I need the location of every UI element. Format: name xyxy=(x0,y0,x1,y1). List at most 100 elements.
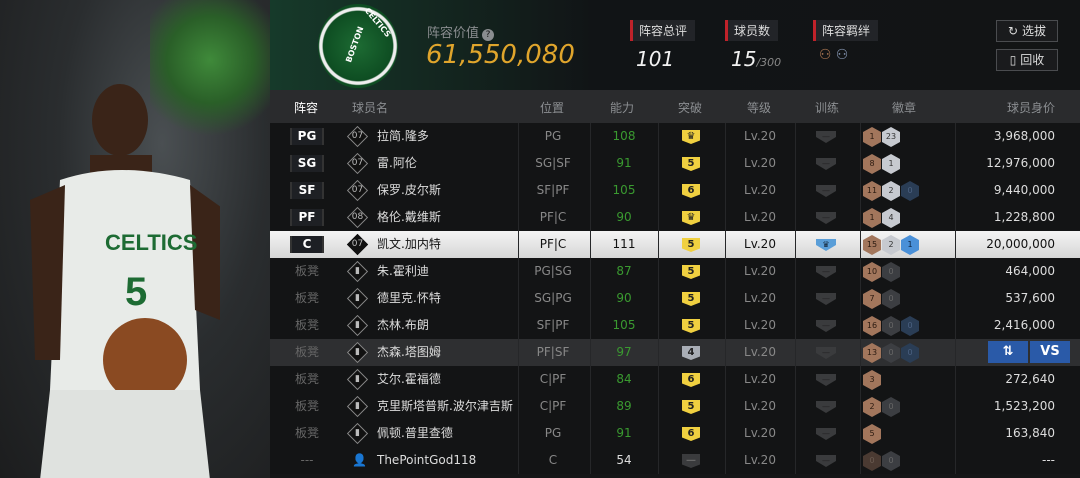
svg-text:CELTICS: CELTICS xyxy=(105,230,197,255)
badge-list[interactable]: 10 0 xyxy=(863,262,900,282)
player-position: PF|C xyxy=(539,210,567,224)
breakthrough-level: 5 xyxy=(682,265,700,279)
badge-list[interactable]: 1 23 xyxy=(863,127,900,147)
player-position: PF|SF xyxy=(536,345,570,359)
player-rating: 105 xyxy=(612,183,636,197)
player-name[interactable]: 保罗.皮尔斯 xyxy=(377,183,441,197)
training-empty-icon[interactable]: — xyxy=(816,347,836,359)
player-name[interactable]: 凯文.加内特 xyxy=(377,237,441,251)
column-divider xyxy=(590,366,591,393)
badge-list[interactable]: 5 xyxy=(863,424,881,444)
training-empty-icon[interactable]: — xyxy=(816,401,836,413)
chemistry-silver-icon[interactable]: ⚇ xyxy=(835,47,849,63)
position-slot[interactable]: SF xyxy=(290,182,324,199)
svg-text:5: 5 xyxy=(125,270,147,314)
column-divider xyxy=(860,177,861,204)
table-row[interactable]: 板凳 ▮ 朱.霍利迪 PG|SG 87 5 Lv.20 — 10 0 464,000 xyxy=(270,258,1080,285)
table-row[interactable]: 板凳 ▮ 杰森.塔图姆 PF|SF 97 4 Lv.20—13 0 0 ⇅ VS xyxy=(270,339,1080,366)
column-divider xyxy=(590,285,591,312)
position-slot[interactable]: SG xyxy=(290,155,324,172)
player-price: --- xyxy=(1042,453,1055,467)
col-price[interactable]: 球员身价 xyxy=(1006,101,1055,115)
col-breakthrough[interactable]: 突破 xyxy=(678,101,703,115)
badge-list[interactable]: 3 xyxy=(863,370,881,390)
table-row[interactable]: SF 07 保罗.皮尔斯 SF|PF 105 6 Lv.20 — 11 2 0 9,440,000 xyxy=(270,177,1080,204)
column-divider xyxy=(590,312,591,339)
player-name[interactable]: 德里克.怀特 xyxy=(377,291,441,305)
player-position: SF|PF xyxy=(536,318,570,332)
recycle-button[interactable]: ▯ 回收 xyxy=(996,49,1058,71)
player-name[interactable]: 格伦.戴维斯 xyxy=(377,210,441,224)
col-level[interactable]: 等级 xyxy=(747,101,772,115)
player-name[interactable]: 杰林.布朗 xyxy=(377,318,429,332)
col-name[interactable]: 球员名 xyxy=(352,101,389,115)
column-divider xyxy=(518,150,519,177)
table-row[interactable]: 板凳 ▮ 克里斯塔普斯.波尔津吉斯 C|PF 89 5 Lv.20 — 2 0 1,523,200 xyxy=(270,393,1080,420)
column-divider xyxy=(955,339,956,366)
column-divider xyxy=(518,285,519,312)
column-divider xyxy=(590,258,591,285)
compare-vs-button[interactable]: VS xyxy=(1030,341,1070,363)
table-row[interactable]: 板凳 ▮ 杰林.布朗 SF|PF 105 5 Lv.20—16 0 0 2,416,000 xyxy=(270,312,1080,339)
player-name[interactable]: 朱.霍利迪 xyxy=(377,264,429,278)
player-name[interactable]: 拉简.隆多 xyxy=(377,129,429,143)
training-empty-icon[interactable]: — xyxy=(816,428,836,440)
table-row[interactable]: PG 07 拉简.隆多 PG 108 ♛ Lv.20 — 1 23 3,968,000 xyxy=(270,123,1080,150)
player-name[interactable]: 杰森.塔图姆 xyxy=(377,345,441,359)
position-slot[interactable]: PF xyxy=(290,209,324,226)
training-empty-icon[interactable]: — xyxy=(816,320,836,332)
row-actions: ⇅ VS xyxy=(988,341,1070,363)
training-empty-icon[interactable]: — xyxy=(816,158,836,170)
training-empty-icon[interactable]: — xyxy=(816,266,836,278)
badge-bronze-icon: 0 xyxy=(863,451,881,471)
training-empty-icon[interactable]: — xyxy=(816,131,836,143)
chemistry-bronze-icon[interactable]: ⚇ xyxy=(819,47,832,63)
column-divider xyxy=(658,123,659,150)
bench-bars-icon: ▮ xyxy=(346,260,369,283)
col-rating[interactable]: 能力 xyxy=(610,101,635,115)
col-position[interactable]: 位置 xyxy=(540,101,565,115)
col-training[interactable]: 训练 xyxy=(815,101,840,115)
training-crown-icon[interactable]: ♛ xyxy=(816,239,836,251)
column-divider xyxy=(955,204,956,231)
badge-list[interactable]: 13 0 0 xyxy=(863,343,919,363)
player-name[interactable]: 艾尔.霍福德 xyxy=(377,372,441,386)
table-row[interactable]: C 07 凯文.加内特 PF|C 111 5 Lv.20 ♛ 15 2 1 20,000,000 xyxy=(270,231,1080,258)
player-name[interactable]: 雷.阿伦 xyxy=(377,156,417,170)
training-empty-icon[interactable]: — xyxy=(816,185,836,197)
player-image: CELTICS 5 xyxy=(30,84,220,478)
training-empty-icon[interactable]: — xyxy=(816,293,836,305)
training-empty-icon[interactable]: — xyxy=(816,374,836,386)
table-row[interactable]: 板凳 ▮ 德里克.怀特 SG|PG 90 5 Lv.20 — 7 0 537,600 xyxy=(270,285,1080,312)
help-icon[interactable]: ? xyxy=(482,29,495,41)
draft-button[interactable]: ↻ 选拔 xyxy=(996,20,1058,42)
position-slot[interactable]: PG xyxy=(290,128,324,145)
training-empty-icon[interactable]: — xyxy=(816,212,836,224)
lineup-rating-label: 阵容总评 xyxy=(630,20,696,41)
col-badges[interactable]: 徽章 xyxy=(892,101,917,115)
badge-list[interactable]: 11 2 0 xyxy=(863,181,919,201)
table-row[interactable]: 板凳 ▮ 佩顿.普里查德 PG 91 6 Lv.20 — 5 163,840 xyxy=(270,420,1080,447)
position-slot[interactable]: C xyxy=(290,236,324,253)
table-row[interactable]: SG 07 雷.阿伦 SG|SF 91 5 Lv.20 — 8 1 12,976,000 xyxy=(270,150,1080,177)
training-empty-icon[interactable]: — xyxy=(816,455,836,467)
table-row[interactable]: 板凳 ▮ 艾尔.霍福德 C|PF 84 6 Lv.20 — 3 272,640 xyxy=(270,366,1080,393)
column-divider xyxy=(518,420,519,447)
player-name[interactable]: 佩顿.普里查德 xyxy=(377,426,453,440)
badge-silver-icon: 0 xyxy=(882,397,900,417)
card-tier-number: 08 xyxy=(351,212,364,222)
column-divider xyxy=(860,393,861,420)
player-name[interactable]: 克里斯塔普斯.波尔津吉斯 xyxy=(377,399,513,413)
table-row[interactable]: --- 👤 ThePointGod118 C 54 — Lv.20 — 0 0 --- xyxy=(270,447,1080,474)
player-name[interactable]: ThePointGod118 xyxy=(377,453,477,467)
swap-button[interactable]: ⇅ xyxy=(988,341,1028,363)
col-lineup[interactable]: 阵容 xyxy=(294,101,319,115)
badge-list[interactable]: 15 2 1 xyxy=(863,235,919,255)
table-row[interactable]: PF 08 格伦.戴维斯 PF|C 90 ♛ Lv.20 — 1 4 1,228,800 xyxy=(270,204,1080,231)
badge-list[interactable]: 16 0 0 xyxy=(863,316,919,336)
